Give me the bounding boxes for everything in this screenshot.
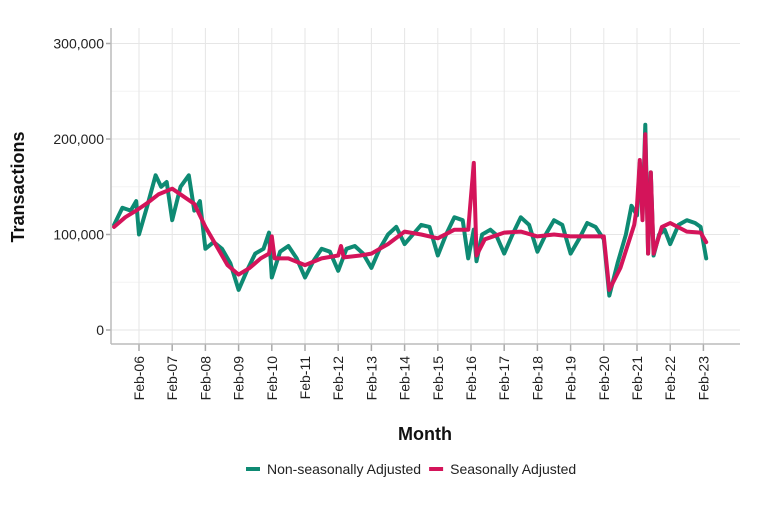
x-tick-label: Feb-09 — [231, 356, 247, 401]
legend-label: Non-seasonally Adjusted — [267, 461, 421, 477]
series-lines — [112, 122, 709, 298]
x-tick-label: Feb-08 — [197, 356, 213, 401]
x-tick-label: Feb-12 — [330, 356, 346, 401]
x-axis-title: Month — [398, 424, 452, 444]
y-axis-title: Transactions — [8, 131, 28, 242]
legend: Non-seasonally Adjusted Seasonally Adjust… — [246, 461, 576, 477]
x-tick-label: Feb-07 — [164, 356, 180, 401]
axes: 0 100,000 200,000 300,000 Feb-06 Feb-07 Feb-08… — [53, 28, 740, 400]
x-tick-label: Feb-14 — [397, 356, 413, 401]
x-tick-label: Feb-13 — [363, 356, 379, 401]
x-tick-label: Feb-20 — [596, 356, 612, 401]
x-tick-label: Feb-17 — [496, 356, 512, 401]
x-tick-label: Feb-15 — [430, 356, 446, 401]
y-tick-label: 300,000 — [53, 36, 104, 52]
x-tick-label: Feb-21 — [629, 356, 645, 401]
x-tick-label: Feb-19 — [563, 356, 579, 401]
x-tick-label: Feb-06 — [131, 356, 147, 401]
x-tick-label: Feb-22 — [662, 356, 678, 401]
y-tick-label: 100,000 — [53, 227, 104, 243]
x-tick-label: Feb-23 — [695, 356, 711, 401]
legend-label: Seasonally Adjusted — [450, 461, 576, 477]
x-tick-label: Feb-11 — [297, 356, 313, 400]
y-tick-label: 0 — [96, 322, 104, 338]
x-tick-label: Feb-18 — [529, 356, 545, 401]
series-line-seasonally-adjusted — [112, 132, 709, 292]
x-tick-label: Feb-16 — [463, 356, 479, 401]
x-tick-label: Feb-10 — [264, 356, 280, 401]
y-tick-label: 200,000 — [53, 131, 104, 147]
